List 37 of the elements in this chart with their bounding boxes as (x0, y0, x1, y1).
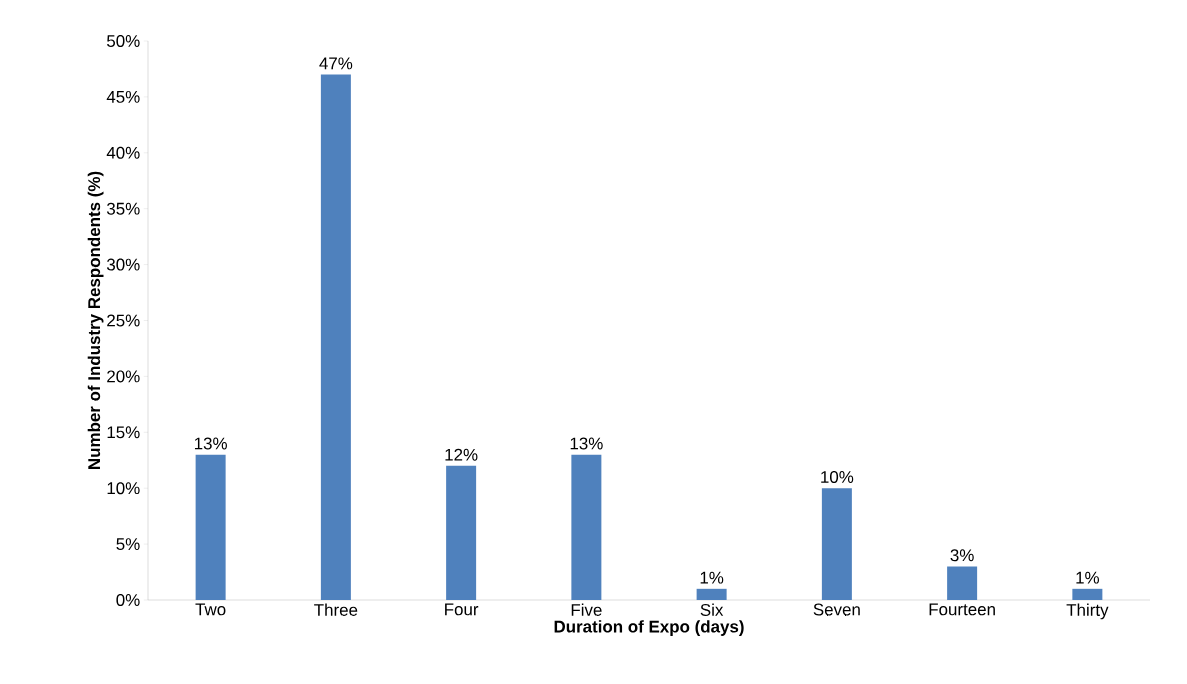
data-label: 13% (194, 437, 227, 450)
x-tick-label: Two (195, 603, 226, 616)
bar (446, 465, 477, 600)
bar (696, 588, 727, 600)
y-tick-label: 45% (106, 90, 140, 103)
bar (571, 454, 602, 600)
data-label: 12% (445, 448, 478, 461)
x-axis-title: Duration of Expo (days) (554, 620, 744, 636)
x-tick-label: Seven (813, 603, 860, 616)
bar (821, 488, 852, 600)
data-label: 1% (700, 571, 724, 584)
y-tick-label: 30% (106, 258, 140, 271)
data-label: 47% (319, 57, 353, 70)
y-tick-label: 20% (107, 370, 140, 383)
x-tick-label: Six (700, 603, 724, 616)
data-label: 10% (821, 471, 854, 483)
bar (320, 74, 351, 600)
y-tick-label: 0% (116, 594, 140, 606)
x-tick-label: Four (445, 603, 479, 616)
y-tick-label: 25% (107, 314, 140, 327)
y-tick-label: 35% (106, 202, 140, 215)
bar (195, 454, 226, 600)
x-tick-label: Fourteen (929, 603, 995, 616)
y-tick-label: 40% (106, 146, 140, 159)
y-tick-label: 5% (116, 538, 140, 551)
data-label: 3% (950, 549, 974, 562)
bar (947, 566, 978, 600)
y-tick-label: 50% (107, 34, 140, 47)
bar (1072, 588, 1103, 600)
y-tick-label: 15% (107, 426, 140, 439)
y-axis-title: Number of Industry Respondents (%) (87, 171, 104, 469)
x-tick-label: Three (314, 603, 358, 616)
data-label: 13% (570, 437, 603, 450)
x-tick-label: Five (571, 603, 602, 616)
y-tick-label: 10% (107, 482, 140, 495)
x-tick-label: Thirty (1066, 603, 1109, 620)
data-label: 1% (1076, 571, 1099, 584)
